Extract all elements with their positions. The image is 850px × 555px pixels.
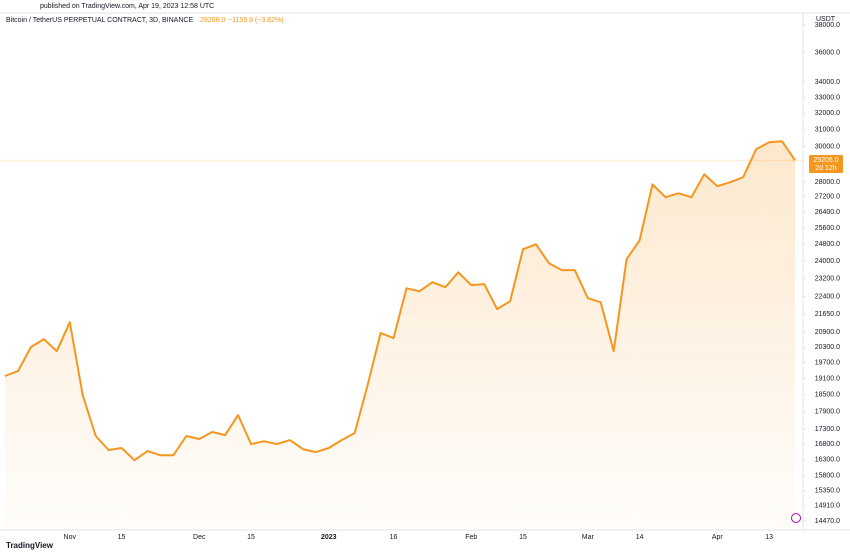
quote: 29206.0 bbox=[200, 17, 225, 24]
y-tick-label: 15800.0 bbox=[815, 473, 840, 480]
brand: TradingView bbox=[6, 541, 54, 550]
y-tick-label: 16300.0 bbox=[815, 457, 840, 464]
y-tick-label: 25600.0 bbox=[815, 225, 840, 232]
y-tick-label: 24800.0 bbox=[815, 241, 840, 248]
x-tick-label: 2023 bbox=[321, 534, 337, 541]
y-tick-label: 20300.0 bbox=[815, 344, 840, 351]
y-tick-label: 22400.0 bbox=[815, 293, 840, 300]
x-tick-label: 15 bbox=[519, 534, 527, 541]
y-tick-label: 38000.0 bbox=[815, 22, 840, 29]
y-tick-label: 24000.0 bbox=[815, 258, 840, 265]
symbol: Bitcoin / TetherUS PERPETUAL CONTRACT, 3… bbox=[6, 17, 193, 24]
y-tick-label: 27200.0 bbox=[815, 194, 840, 201]
y-tick-label: 34000.0 bbox=[815, 79, 840, 86]
y-tick-label: 17300.0 bbox=[815, 426, 840, 433]
price-line-series bbox=[4, 140, 796, 462]
y-tick-label: 20900.0 bbox=[815, 329, 840, 336]
x-tick-label: 14 bbox=[636, 534, 644, 541]
y-tick-label: 18500.0 bbox=[815, 392, 840, 399]
plot: 38000.0 36000.0 34000.0 33000.0 32000.0 31000… bbox=[0, 22, 840, 541]
currency: USDT bbox=[816, 16, 836, 23]
x-tick-label: Mar bbox=[582, 534, 595, 541]
y-tick-label: 14910.0 bbox=[815, 503, 840, 510]
change: −1159.8 (−3.82%) bbox=[228, 17, 284, 24]
x-tick-label: 15 bbox=[118, 534, 126, 541]
y-tick-label: 32000.0 bbox=[815, 110, 840, 117]
y-tick-label: 28000.0 bbox=[815, 179, 840, 186]
y-tick-label: 19700.0 bbox=[815, 359, 840, 366]
y-tick-label: 23200.0 bbox=[815, 275, 840, 282]
x-tick-label: 13 bbox=[765, 534, 773, 541]
y-tick-label: 19100.0 bbox=[815, 375, 840, 382]
y-tick-label: 15350.0 bbox=[815, 488, 840, 495]
y-tick-label: 33000.0 bbox=[815, 94, 840, 101]
x-tick-label: 16 bbox=[390, 534, 398, 541]
y-tick-label: 30000.0 bbox=[815, 143, 840, 150]
y-tick-label: 36000.0 bbox=[815, 50, 840, 57]
x-tick-label: Apr bbox=[712, 534, 724, 541]
price-tag-price: 29206.0 bbox=[813, 157, 838, 164]
y-tick-label: 14470.0 bbox=[815, 518, 840, 525]
y-tick-label: 31000.0 bbox=[815, 127, 840, 134]
price-tag-countdown: 2d 12h bbox=[815, 165, 837, 172]
y-tick-label: 17900.0 bbox=[815, 409, 840, 416]
area bbox=[5, 141, 795, 530]
x-tick-label: Nov bbox=[64, 534, 77, 541]
x-tick-label: 15 bbox=[247, 534, 255, 541]
y-tick-label: 21650.0 bbox=[815, 311, 840, 318]
x-tick-label: Feb bbox=[465, 534, 477, 541]
y-tick-label: 26400.0 bbox=[815, 209, 840, 216]
published: published on TradingView.com, Apr 19, 20… bbox=[40, 3, 214, 10]
price-tag bbox=[809, 155, 843, 173]
x-tick-label: Dec bbox=[193, 534, 206, 541]
y-tick-label: 16800.0 bbox=[815, 441, 840, 448]
